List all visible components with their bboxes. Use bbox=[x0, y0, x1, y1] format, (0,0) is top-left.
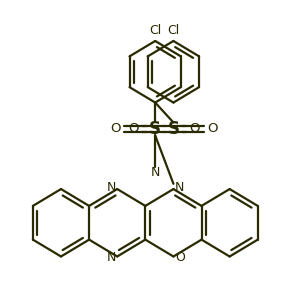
Text: N: N bbox=[106, 181, 116, 194]
Text: O: O bbox=[175, 251, 185, 264]
Text: N: N bbox=[150, 166, 160, 179]
Text: O: O bbox=[208, 123, 218, 136]
Text: Cl: Cl bbox=[149, 24, 161, 37]
Text: O: O bbox=[111, 123, 121, 136]
Text: Cl: Cl bbox=[167, 24, 180, 37]
Text: O: O bbox=[190, 123, 200, 136]
Text: S: S bbox=[149, 120, 161, 138]
Text: O: O bbox=[129, 123, 139, 136]
Text: N: N bbox=[175, 181, 184, 194]
Text: S: S bbox=[167, 120, 180, 138]
Text: N: N bbox=[106, 251, 116, 264]
